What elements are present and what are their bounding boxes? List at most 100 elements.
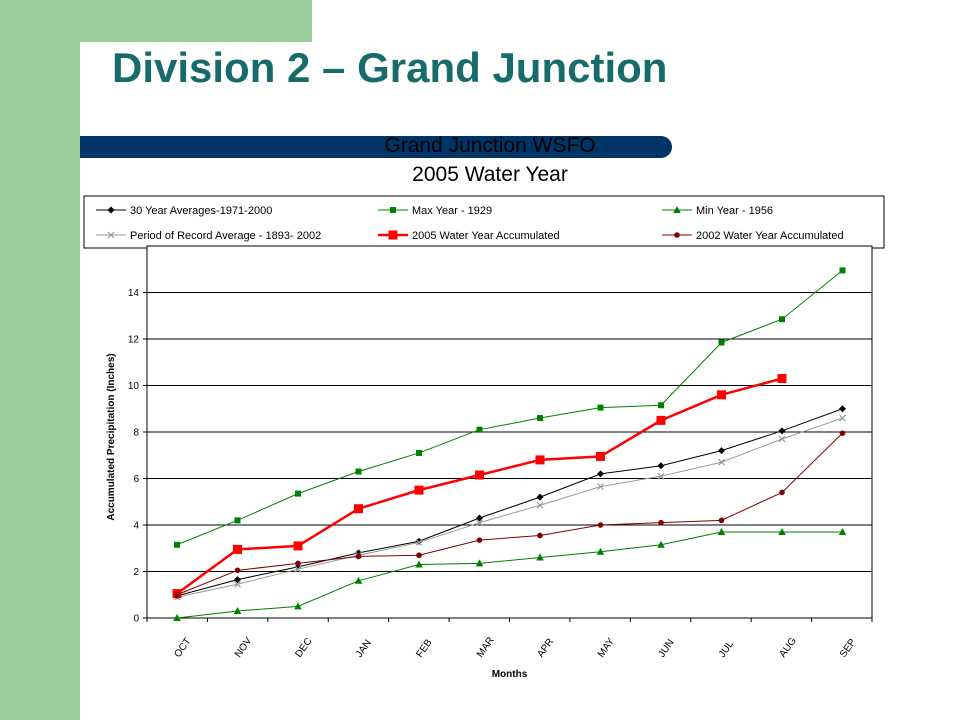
slide-title: Division 2 – Grand Junction	[112, 44, 668, 91]
data-point	[597, 522, 604, 528]
legend-label: Period of Record Average - 1893- 2002	[130, 230, 321, 242]
data-point	[174, 541, 180, 548]
data-point	[295, 560, 301, 567]
data-point	[717, 390, 726, 400]
data-point	[657, 462, 665, 470]
data-point	[718, 339, 725, 346]
legend-label: 30 Year Averages-1971-2000	[130, 205, 272, 217]
data-point	[476, 537, 483, 543]
data-point	[355, 553, 362, 560]
legend-swatch-marker	[390, 207, 396, 213]
data-point	[536, 501, 544, 509]
y-tick-label: 10	[128, 381, 140, 392]
x-tick-label: SEP	[838, 637, 859, 660]
data-point	[476, 519, 483, 527]
y-axis-title: Accumulated Precipitation (Inches)	[106, 353, 117, 520]
data-point	[778, 435, 786, 443]
y-tick-label: 4	[133, 521, 139, 532]
data-point	[778, 527, 786, 535]
data-point	[597, 404, 604, 411]
data-point	[657, 540, 665, 548]
data-point	[597, 470, 604, 478]
data-point	[476, 514, 483, 522]
data-point	[476, 426, 483, 433]
legend-label: Max Year - 1929	[412, 205, 492, 217]
data-point	[596, 547, 605, 555]
decorative-green-sidebar	[0, 0, 80, 720]
data-point	[475, 470, 484, 480]
legend-swatch-marker	[107, 231, 115, 239]
data-point	[596, 451, 605, 461]
legend-label: Min Year - 1956	[696, 205, 773, 217]
data-point	[234, 576, 241, 584]
data-point	[839, 405, 846, 413]
data-point	[537, 532, 543, 539]
data-point	[414, 485, 424, 495]
series-line	[176, 432, 843, 596]
data-point	[233, 607, 242, 615]
data-point	[293, 541, 303, 551]
data-point	[658, 402, 664, 409]
data-point	[475, 559, 484, 567]
data-point	[295, 490, 301, 497]
data-point	[718, 447, 725, 455]
x-tick-label: NOV	[233, 635, 255, 659]
legend-label: 2005 Water Year Accumulated	[412, 230, 560, 242]
legend-label: 2002 Water Year Accumulated	[696, 230, 844, 242]
legend-swatch-marker	[388, 230, 398, 240]
data-point	[234, 517, 241, 524]
data-point	[535, 455, 545, 465]
data-point	[294, 602, 302, 610]
legend-swatch-marker	[673, 206, 681, 213]
x-tick-label: MAR	[475, 635, 497, 660]
data-point	[658, 519, 664, 526]
data-point	[416, 552, 422, 559]
x-tick-label: DEC	[293, 636, 314, 660]
data-point	[174, 591, 180, 598]
data-point	[416, 449, 422, 456]
x-tick-label: MAY	[596, 636, 617, 660]
y-tick-label: 6	[133, 474, 139, 485]
data-point	[777, 374, 787, 384]
x-tick-label: FEB	[414, 637, 434, 660]
data-point	[718, 517, 725, 524]
data-point	[838, 527, 847, 535]
data-point	[233, 544, 242, 554]
data-point	[355, 468, 362, 475]
data-point	[537, 415, 543, 422]
x-tick-label: JUL	[717, 638, 736, 659]
legend-box	[83, 195, 885, 249]
series-line	[176, 417, 843, 598]
series-line	[176, 408, 843, 597]
y-tick-label: 0	[133, 614, 139, 625]
x-tick-label: OCT	[172, 636, 193, 660]
data-point	[656, 415, 666, 425]
data-point	[717, 527, 726, 535]
decorative-blue-bar	[80, 136, 672, 158]
data-point	[779, 489, 785, 496]
data-point	[657, 472, 665, 480]
chart-title: Grand Junction WSFO	[384, 134, 596, 157]
chart-subtitle: 2005 Water Year	[412, 163, 568, 186]
x-tick-label: JAN	[354, 638, 374, 660]
y-tick-label: 2	[133, 567, 139, 578]
x-axis-title: Months	[492, 669, 528, 680]
data-point	[415, 539, 423, 546]
x-tick-label: APR	[535, 637, 556, 660]
data-point	[536, 553, 544, 561]
data-point	[173, 614, 181, 621]
decorative-green-tab	[80, 0, 312, 42]
x-tick-label: JUN	[656, 637, 676, 659]
data-point	[839, 430, 846, 436]
data-point	[354, 576, 363, 584]
data-point	[718, 458, 725, 466]
data-point	[778, 427, 786, 435]
legend-swatch-marker	[107, 206, 115, 214]
legend-swatch-marker	[674, 232, 680, 238]
x-tick-label: AUG	[777, 635, 799, 659]
data-point	[779, 316, 785, 323]
data-point	[839, 414, 846, 422]
y-tick-label: 12	[128, 335, 140, 346]
data-point	[354, 504, 363, 514]
